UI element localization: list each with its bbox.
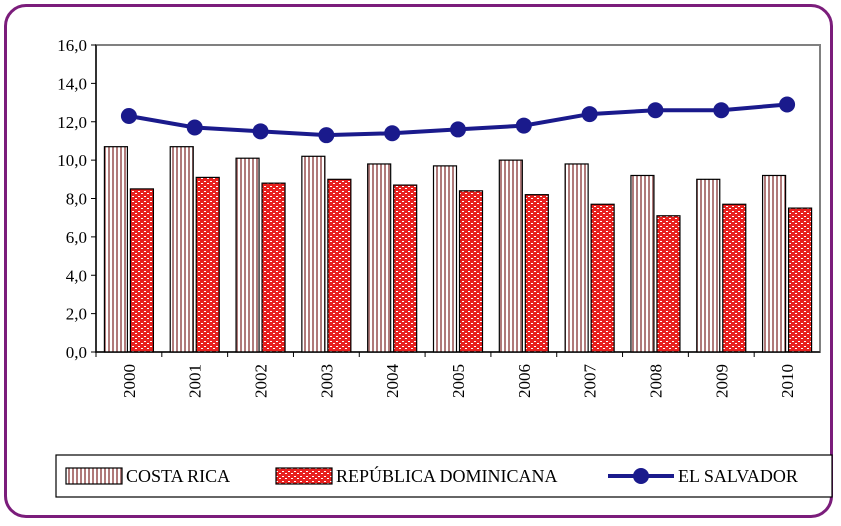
bar-costa-rica-2008: [630, 174, 655, 353]
bar-costa-rica-2007: [564, 163, 589, 353]
point-2007: [581, 106, 598, 123]
bar-costa-rica-2000: [103, 146, 129, 353]
bar-costa-rica-2002: [235, 157, 260, 353]
legend-swatch-rep-blica-dominicana: [275, 467, 333, 485]
y-tick-label: 0,0: [66, 343, 87, 362]
y-tick-label: 2,0: [66, 305, 87, 324]
point-2009: [713, 102, 730, 119]
bar-rep-blica-dominicana-2007: [590, 203, 615, 353]
legend-swatch-costa-rica: [65, 467, 123, 485]
x-tick-label: 2009: [712, 364, 731, 398]
x-tick-label: 2003: [317, 364, 336, 398]
bar-rep-blica-dominicana-2004: [393, 184, 418, 353]
point-2003: [318, 127, 335, 144]
bar-rep-blica-dominicana-2010: [787, 207, 813, 353]
legend-label-costa-rica: COSTA RICA: [126, 466, 230, 486]
point-2004: [384, 125, 401, 142]
point-2010: [779, 96, 796, 113]
bar-rep-blica-dominicana-2001: [195, 176, 220, 353]
point-2006: [515, 117, 532, 134]
y-tick-label: 4,0: [66, 266, 87, 285]
point-2001: [186, 119, 203, 136]
y-tick-label: 8,0: [66, 190, 87, 209]
y-tick-label: 6,0: [66, 228, 87, 247]
bar-costa-rica-2009: [696, 178, 721, 353]
bar-costa-rica-2005: [432, 165, 458, 353]
legend-label-rep-blica-dominicana: REPÚBLICA DOMINICANA: [336, 465, 558, 486]
point-2005: [450, 121, 466, 138]
legend-marker-el-salvador: [633, 468, 649, 484]
legend-box: [55, 454, 833, 498]
y-tick-label: 16,0: [57, 36, 87, 55]
bar-rep-blica-dominicana-2009: [722, 203, 747, 353]
bar-rep-blica-dominicana-2002: [261, 182, 286, 353]
bar-costa-rica-2006: [498, 159, 523, 353]
x-tick-label: 2004: [383, 364, 402, 399]
x-tick-label: 2007: [581, 364, 600, 399]
bar-rep-blica-dominicana-2008: [656, 215, 681, 353]
bar-costa-rica-2004: [367, 163, 392, 353]
legend-label-el-salvador: EL SALVADOR: [678, 466, 798, 486]
bar-costa-rica-2010: [761, 174, 787, 353]
x-tick-label: 2002: [252, 364, 271, 398]
y-tick-label: 14,0: [57, 74, 87, 93]
bar-rep-blica-dominicana-2006: [524, 194, 549, 353]
bar-rep-blica-dominicana-2003: [327, 178, 352, 353]
y-tick-label: 12,0: [57, 113, 87, 132]
bar-rep-blica-dominicana-2005: [458, 190, 484, 353]
bar-rep-blica-dominicana-2000: [129, 188, 155, 353]
bar-costa-rica-2003: [301, 155, 326, 353]
y-tick-label: 10,0: [57, 151, 87, 170]
x-tick-label: 2005: [449, 364, 468, 398]
point-2002: [252, 123, 269, 140]
x-tick-label: 2008: [646, 364, 665, 398]
point-2000: [120, 107, 137, 124]
x-tick-label: 2000: [120, 364, 139, 398]
bar-costa-rica-2001: [169, 146, 194, 353]
x-tick-label: 2010: [778, 364, 797, 398]
x-tick-label: 2001: [186, 364, 205, 398]
x-tick-label: 2006: [515, 364, 534, 398]
point-2008: [647, 102, 664, 119]
